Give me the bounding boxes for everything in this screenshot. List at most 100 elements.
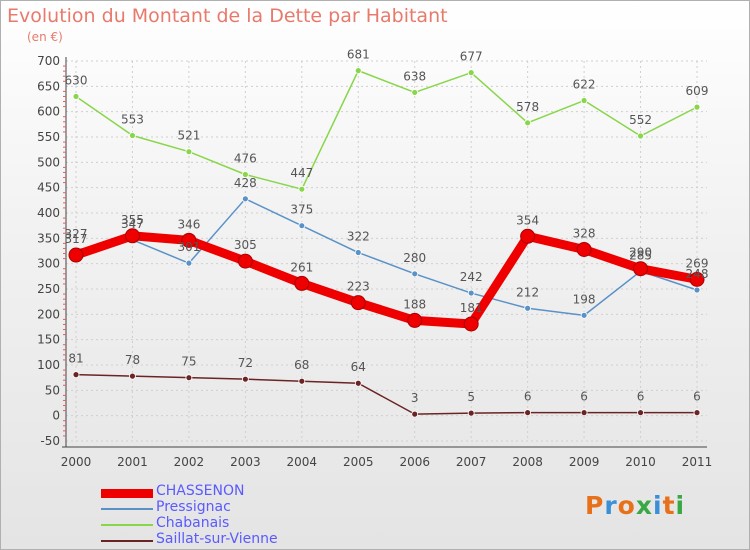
data-label: 347	[121, 217, 144, 231]
y-tick-label: 250	[37, 282, 60, 296]
data-label: 622	[573, 78, 596, 92]
y-tick-label: 650	[37, 79, 60, 93]
data-point	[298, 377, 306, 385]
data-point	[185, 148, 193, 156]
logo-letter: r	[604, 491, 618, 520]
logo-letter: i	[653, 491, 663, 520]
data-label: 198	[573, 292, 596, 306]
logo-letter: x	[635, 491, 653, 520]
data-label: 6	[637, 390, 645, 404]
data-point	[237, 253, 253, 269]
data-label: 6	[580, 390, 588, 404]
data-label: 375	[290, 203, 313, 217]
data-label: 285	[629, 248, 652, 262]
data-point	[124, 228, 140, 244]
x-tick-label: 2009	[569, 455, 600, 469]
data-label: 428	[234, 176, 257, 190]
data-point	[407, 312, 423, 328]
logo-letter: o	[617, 491, 636, 520]
data-label: 327	[65, 227, 88, 241]
legend-swatch	[101, 540, 153, 542]
y-tick-label: 200	[37, 307, 60, 321]
x-tick-label: 2008	[512, 455, 543, 469]
data-point	[467, 409, 475, 417]
data-label: 322	[347, 230, 370, 244]
data-point	[411, 270, 419, 278]
data-point	[689, 271, 705, 287]
x-tick-label: 2007	[456, 455, 487, 469]
series-chabanais	[72, 67, 701, 193]
data-point	[637, 132, 644, 140]
series-line	[75, 198, 698, 317]
data-point	[693, 409, 701, 417]
x-tick-label: 2010	[625, 455, 656, 469]
y-tick-label: 400	[37, 206, 60, 220]
x-tick-label: 2006	[399, 455, 430, 469]
data-label: 301	[177, 240, 200, 254]
data-point	[129, 132, 136, 139]
data-label: 681	[347, 48, 370, 62]
x-tick-label: 2005	[343, 455, 374, 469]
data-point	[633, 261, 649, 277]
data-point	[467, 69, 475, 77]
legend-label: Saillat-sur-Vienne	[156, 531, 278, 547]
data-point	[693, 286, 701, 294]
series-chassenon	[68, 228, 705, 332]
data-label: 6	[693, 390, 701, 404]
data-point	[72, 93, 80, 100]
data-point	[524, 304, 532, 312]
data-label: 75	[181, 355, 196, 369]
data-label: 188	[403, 297, 426, 311]
data-label: 290	[629, 246, 652, 260]
series-saillat-sur-vienne	[72, 371, 701, 418]
data-point	[72, 371, 80, 379]
data-label: 677	[460, 50, 483, 64]
logo-letter: t	[662, 491, 676, 520]
data-point	[298, 222, 306, 230]
data-label: 521	[177, 129, 200, 143]
chart-title: Evolution du Montant de la Dette par Hab…	[7, 5, 448, 27]
logo-letter: P	[585, 491, 605, 520]
data-point	[580, 311, 588, 319]
data-point	[129, 372, 136, 380]
legend-swatch	[101, 488, 153, 498]
data-point	[298, 185, 306, 193]
data-point	[350, 295, 366, 311]
data-point	[467, 289, 475, 297]
y-tick-label: 450	[37, 181, 60, 195]
x-tick-label: 2003	[230, 455, 261, 469]
logo-letter: i	[675, 491, 686, 520]
y-tick-label: 600	[37, 105, 60, 119]
data-label: 248	[686, 267, 709, 281]
y-tick-label: 300	[37, 257, 60, 271]
legend-swatch	[101, 508, 153, 510]
data-point	[637, 409, 644, 417]
data-point	[185, 259, 193, 267]
data-label: 578	[516, 100, 539, 114]
axes: -50 0 50 100 150 200 250 300 350 400 450 500 550 600 6…	[37, 54, 712, 469]
legend-swatch	[101, 524, 153, 526]
y-tick-label: 100	[37, 358, 60, 372]
legend-label: CHASSENON	[156, 483, 245, 499]
x-tick-label: 2004	[287, 455, 318, 469]
y-tick-label: 150	[37, 333, 60, 347]
data-point	[241, 195, 249, 203]
data-point	[185, 374, 193, 382]
y-tick-label: 700	[37, 54, 60, 68]
data-label: 6	[524, 390, 532, 404]
data-point	[241, 171, 249, 178]
data-point	[524, 119, 532, 127]
data-point	[580, 409, 588, 417]
data-label: 638	[403, 69, 426, 83]
data-point	[576, 241, 592, 257]
data-label: 553	[121, 112, 144, 126]
series-line	[75, 373, 697, 415]
data-label: 81	[68, 352, 83, 366]
y-tick-label: -50	[40, 434, 60, 448]
x-tick-label: 2001	[117, 455, 148, 469]
data-label: 242	[460, 270, 483, 284]
y-tick-label: 500	[37, 155, 60, 169]
data-point	[524, 409, 532, 417]
